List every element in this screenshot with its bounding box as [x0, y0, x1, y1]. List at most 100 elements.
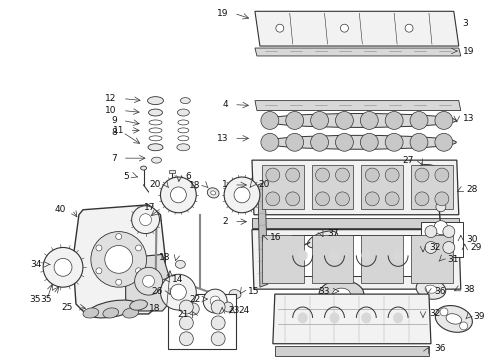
Text: 40: 40 [55, 205, 66, 214]
Circle shape [434, 221, 448, 235]
Text: 32: 32 [429, 310, 441, 319]
Text: 35: 35 [40, 294, 52, 303]
Circle shape [224, 177, 260, 213]
Circle shape [415, 192, 429, 206]
Text: 14: 14 [172, 275, 184, 284]
Circle shape [143, 275, 154, 287]
Ellipse shape [360, 133, 378, 151]
Circle shape [336, 168, 349, 182]
Circle shape [135, 267, 163, 295]
Ellipse shape [413, 252, 435, 266]
Bar [262, 235, 304, 283]
Circle shape [443, 226, 455, 238]
Ellipse shape [428, 187, 446, 197]
Circle shape [405, 24, 413, 32]
Circle shape [96, 245, 102, 251]
Text: 13: 13 [463, 114, 474, 123]
Text: 19: 19 [463, 46, 474, 55]
Circle shape [415, 168, 429, 182]
Circle shape [116, 279, 122, 285]
Circle shape [366, 168, 379, 182]
Circle shape [132, 206, 159, 234]
Ellipse shape [424, 168, 438, 176]
Text: 4: 4 [222, 100, 228, 109]
Bar [170, 170, 175, 173]
Circle shape [54, 258, 72, 276]
Circle shape [435, 192, 449, 206]
Ellipse shape [175, 260, 185, 268]
Circle shape [425, 242, 437, 253]
Circle shape [440, 308, 448, 316]
Text: 25: 25 [62, 302, 73, 311]
Ellipse shape [336, 133, 353, 151]
Ellipse shape [151, 157, 162, 163]
Text: 17: 17 [144, 203, 155, 212]
Ellipse shape [421, 184, 453, 200]
Text: 13: 13 [217, 134, 228, 143]
Ellipse shape [360, 112, 378, 129]
Bar [312, 235, 353, 283]
Text: 37: 37 [327, 229, 339, 238]
Ellipse shape [410, 112, 428, 129]
Bar [312, 165, 353, 209]
Ellipse shape [148, 109, 163, 116]
Polygon shape [255, 11, 459, 46]
Circle shape [316, 168, 329, 182]
Circle shape [210, 296, 220, 306]
Circle shape [385, 192, 399, 206]
Circle shape [105, 246, 133, 273]
Text: 11: 11 [113, 126, 124, 135]
Text: 18: 18 [189, 181, 200, 190]
Ellipse shape [435, 133, 453, 151]
Ellipse shape [336, 112, 353, 129]
Polygon shape [258, 182, 268, 287]
Text: 20: 20 [149, 180, 161, 189]
Circle shape [460, 322, 467, 330]
Bar [411, 235, 453, 283]
Text: 39: 39 [474, 312, 485, 321]
Text: 15: 15 [248, 287, 260, 296]
Polygon shape [255, 100, 461, 111]
Ellipse shape [410, 133, 428, 151]
Ellipse shape [361, 312, 371, 323]
Text: 20: 20 [258, 180, 270, 189]
Text: 36: 36 [434, 287, 445, 296]
Circle shape [171, 187, 186, 203]
Ellipse shape [177, 144, 190, 151]
Text: 30: 30 [467, 235, 478, 244]
Ellipse shape [446, 314, 462, 324]
Circle shape [336, 192, 349, 206]
Text: 27: 27 [403, 156, 414, 165]
Ellipse shape [148, 144, 163, 151]
Ellipse shape [416, 279, 446, 299]
Ellipse shape [385, 112, 403, 129]
Text: 8: 8 [111, 128, 117, 137]
Bar [421, 222, 463, 257]
Ellipse shape [311, 133, 328, 151]
Text: 24: 24 [238, 306, 249, 315]
Bar [411, 165, 453, 209]
Ellipse shape [166, 185, 179, 190]
Ellipse shape [261, 133, 279, 151]
Circle shape [161, 274, 196, 310]
Text: 26: 26 [151, 287, 163, 296]
Bar [292, 297, 421, 339]
Ellipse shape [177, 109, 189, 116]
Text: 22: 22 [189, 294, 200, 303]
Ellipse shape [417, 165, 444, 180]
Text: 3: 3 [463, 19, 468, 28]
Ellipse shape [329, 312, 340, 323]
Bar [169, 294, 236, 349]
Polygon shape [252, 230, 461, 289]
Text: 2: 2 [222, 217, 228, 226]
Text: 29: 29 [471, 243, 482, 252]
Circle shape [435, 168, 449, 182]
Circle shape [366, 192, 379, 206]
Text: 6: 6 [185, 171, 191, 180]
Ellipse shape [307, 231, 338, 248]
Ellipse shape [211, 191, 216, 195]
Circle shape [266, 192, 280, 206]
Ellipse shape [103, 308, 119, 318]
Ellipse shape [385, 133, 403, 151]
Ellipse shape [263, 135, 456, 149]
